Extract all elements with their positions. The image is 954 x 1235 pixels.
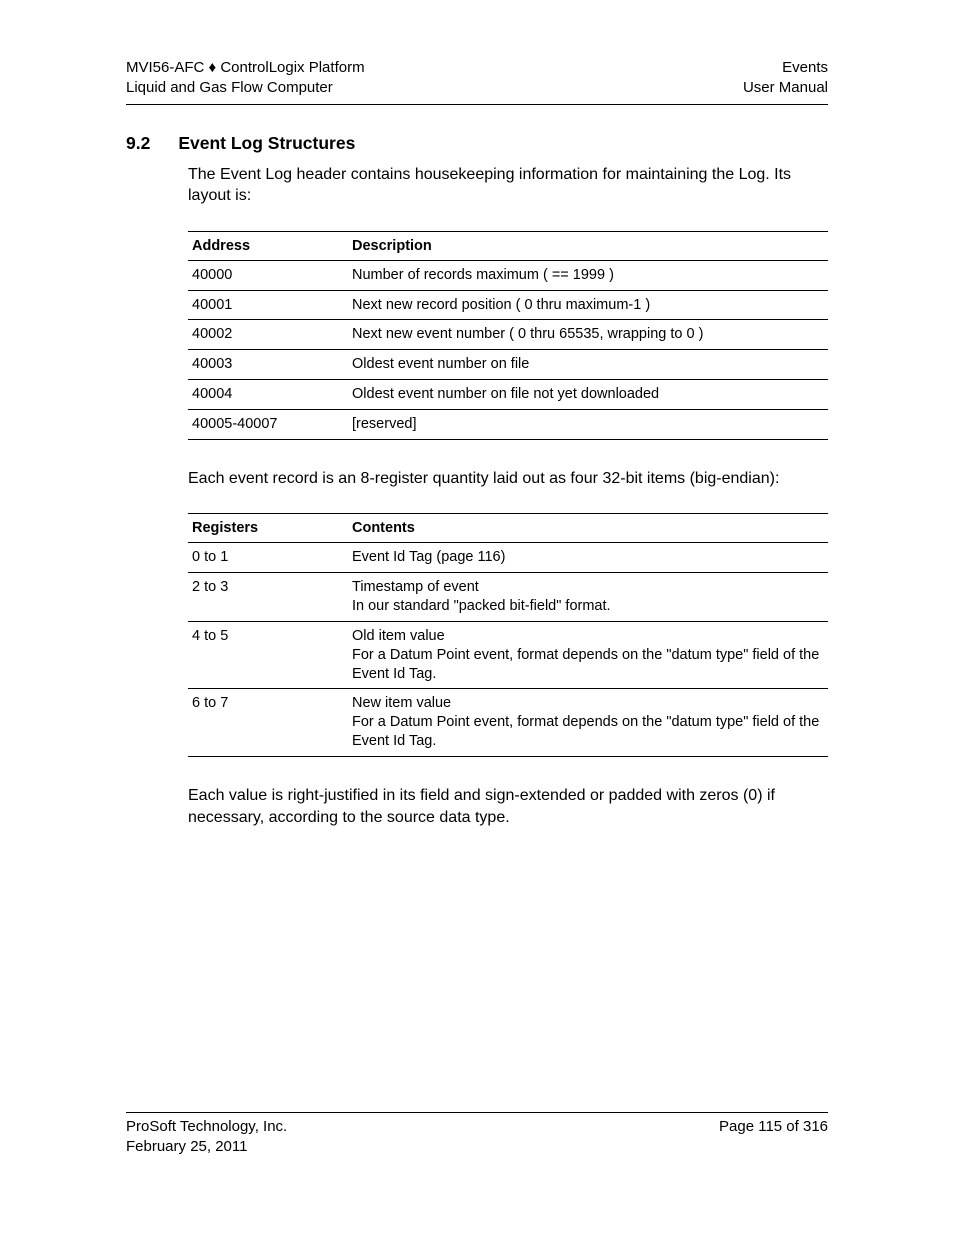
table-row: 40000Number of records maximum ( == 1999… (188, 260, 828, 290)
table-row: 4 to 5Old item valueFor a Datum Point ev… (188, 621, 828, 689)
table-row: 6 to 7New item valueFor a Datum Point ev… (188, 689, 828, 757)
cell-value: [reserved] (348, 409, 828, 439)
section-title: Event Log Structures (178, 133, 355, 154)
header-subtitle: Liquid and Gas Flow Computer (126, 78, 365, 98)
header-left: MVI56-AFC ♦ ControlLogix Platform Liquid… (126, 58, 365, 99)
col-description-header: Description (348, 231, 828, 260)
address-table: Address Description 40000Number of recor… (188, 231, 828, 440)
table-row: 2 to 3Timestamp of eventIn our standard … (188, 573, 828, 622)
cell-key: 40004 (188, 380, 348, 410)
footer-right: Page 115 of 316 (719, 1117, 828, 1158)
document-page: MVI56-AFC ♦ ControlLogix Platform Liquid… (0, 0, 954, 1235)
footer-company: ProSoft Technology, Inc. (126, 1117, 287, 1137)
header-chapter: Events (743, 58, 828, 78)
table-row: 40005-40007[reserved] (188, 409, 828, 439)
cell-key: 40003 (188, 350, 348, 380)
cell-value: New item valueFor a Datum Point event, f… (348, 689, 828, 757)
section-heading: 9.2 Event Log Structures (126, 133, 828, 154)
table-row: 40004Oldest event number on file not yet… (188, 380, 828, 410)
header-right: Events User Manual (743, 58, 828, 99)
cell-value: Oldest event number on file not yet down… (348, 380, 828, 410)
table-header-row: Registers Contents (188, 514, 828, 543)
cell-value: Number of records maximum ( == 1999 ) (348, 260, 828, 290)
section-intro: The Event Log header contains housekeepi… (188, 164, 828, 207)
cell-value: Timestamp of eventIn our standard "packe… (348, 573, 828, 622)
table-row: 40003Oldest event number on file (188, 350, 828, 380)
table-row: 40001Next new record position ( 0 thru m… (188, 290, 828, 320)
col-contents-header: Contents (348, 514, 828, 543)
cell-key: 4 to 5 (188, 621, 348, 689)
cell-value: Next new event number ( 0 thru 65535, wr… (348, 320, 828, 350)
table-row: 0 to 1Event Id Tag (page 116) (188, 543, 828, 573)
header-product: MVI56-AFC ♦ ControlLogix Platform (126, 58, 365, 78)
cell-key: 40005-40007 (188, 409, 348, 439)
cell-value: Oldest event number on file (348, 350, 828, 380)
cell-key: 0 to 1 (188, 543, 348, 573)
header-rule (126, 104, 828, 105)
section-number: 9.2 (126, 133, 150, 154)
cell-key: 40002 (188, 320, 348, 350)
cell-key: 40001 (188, 290, 348, 320)
header-doc-type: User Manual (743, 78, 828, 98)
footer-left: ProSoft Technology, Inc. February 25, 20… (126, 1117, 287, 1158)
footer-rule (126, 1112, 828, 1113)
footer-page-number: Page 115 of 316 (719, 1117, 828, 1137)
cell-key: 2 to 3 (188, 573, 348, 622)
cell-value: Next new record position ( 0 thru maximu… (348, 290, 828, 320)
cell-value: Old item valueFor a Datum Point event, f… (348, 621, 828, 689)
registers-table: Registers Contents 0 to 1Event Id Tag (p… (188, 513, 828, 757)
cell-key: 6 to 7 (188, 689, 348, 757)
col-address-header: Address (188, 231, 348, 260)
mid-paragraph: Each event record is an 8-register quant… (188, 468, 828, 490)
table-row: 40002Next new event number ( 0 thru 6553… (188, 320, 828, 350)
cell-key: 40000 (188, 260, 348, 290)
footer-row: ProSoft Technology, Inc. February 25, 20… (126, 1117, 828, 1158)
col-registers-header: Registers (188, 514, 348, 543)
closing-paragraph: Each value is right-justified in its fie… (188, 785, 828, 828)
cell-value: Event Id Tag (page 116) (348, 543, 828, 573)
page-header: MVI56-AFC ♦ ControlLogix Platform Liquid… (126, 58, 828, 99)
section: 9.2 Event Log Structures The Event Log h… (126, 133, 828, 207)
footer-date: February 25, 2011 (126, 1137, 287, 1157)
table-header-row: Address Description (188, 231, 828, 260)
page-footer: ProSoft Technology, Inc. February 25, 20… (126, 1112, 828, 1158)
